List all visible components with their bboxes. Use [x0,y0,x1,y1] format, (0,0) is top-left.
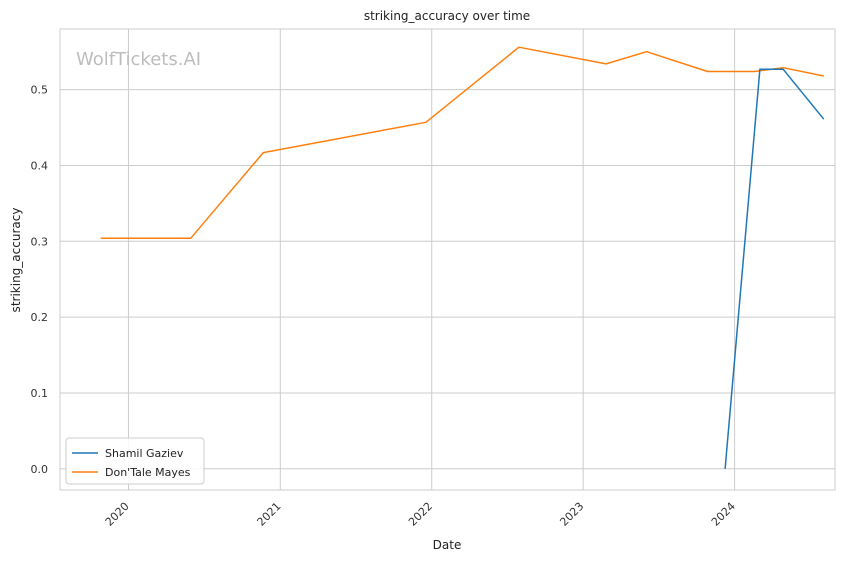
x-tick-label: 2023 [557,500,586,529]
x-tick-label: 2020 [103,500,132,529]
legend: Shamil Gaziev Don'Tale Mayes [65,437,205,485]
chart-title: striking_accuracy over time [364,9,530,23]
y-tick-label: 0.0 [31,463,49,476]
plot-area [59,28,836,491]
series-line-shamil-gaziev [724,68,825,469]
y-tick-label: 0.2 [31,311,49,324]
y-tick-label: 0.4 [31,159,49,172]
y-tick-label: 0.3 [31,235,49,248]
y-tick-label: 0.1 [31,387,49,400]
x-tick-label: 2022 [406,500,435,529]
series-line-don-tale-mayes [100,46,824,240]
x-axis-label: Date [433,538,462,552]
x-tick-label: 2021 [255,500,284,529]
watermark: WolfTickets.AI [76,49,201,70]
legend-label-shamil-gaziev: Shamil Gaziev [105,447,184,460]
legend-label-dontale-mayes: Don'Tale Mayes [105,466,191,479]
x-tick-label: 2024 [709,500,738,529]
y-tick-label: 0.5 [31,84,49,97]
series-layer [100,46,825,469]
legend-box [65,437,205,485]
y-axis-label: striking_accuracy [9,208,23,313]
